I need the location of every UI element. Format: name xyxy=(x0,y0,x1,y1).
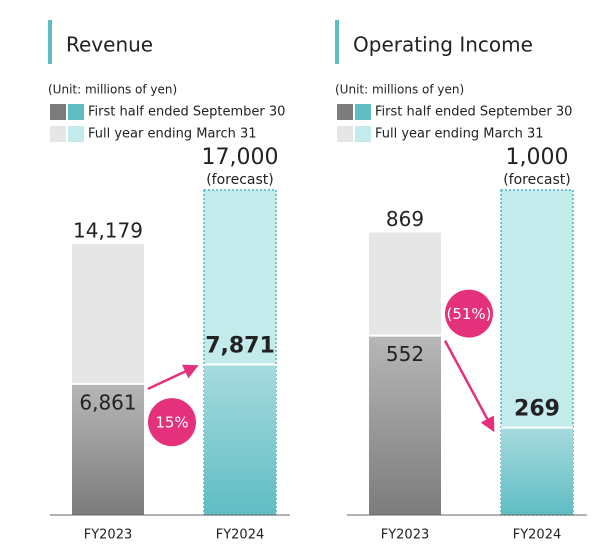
change-label: 15% xyxy=(155,414,188,432)
bar-shade xyxy=(72,383,144,515)
legend-swatch xyxy=(355,126,371,142)
value-label: 14,179 xyxy=(73,218,143,242)
change-arrow xyxy=(443,340,495,433)
value-label: 552 xyxy=(386,342,424,366)
legend-swatch xyxy=(50,104,66,120)
bar-shade xyxy=(204,364,276,515)
annotation: (forecast) xyxy=(206,172,274,188)
chart-title: Operating Income xyxy=(353,33,533,57)
value-label: 6,861 xyxy=(79,390,136,414)
legend-swatch xyxy=(337,104,353,120)
unit-label: (Unit: millions of yen) xyxy=(335,83,464,97)
legend-label: First half ended September 30 xyxy=(88,105,285,120)
x-tick-label: FY2023 xyxy=(84,528,133,543)
change-label: (51%) xyxy=(446,305,491,323)
legend-swatch xyxy=(355,104,371,120)
chart-title: Revenue xyxy=(66,33,153,57)
bar-shade xyxy=(501,427,573,515)
bar-shade xyxy=(369,335,441,515)
value-label: 269 xyxy=(514,397,560,422)
value-label: 17,000 xyxy=(202,145,279,170)
unit-label: (Unit: millions of yen) xyxy=(48,83,177,97)
value-label: 7,871 xyxy=(205,334,275,359)
value-label: 869 xyxy=(386,207,424,231)
legend-swatch xyxy=(68,126,84,142)
legend-swatch xyxy=(68,104,84,120)
change-badge xyxy=(445,289,493,338)
legend-label: Full year ending March 31 xyxy=(88,127,257,142)
legend-label: First half ended September 30 xyxy=(375,105,572,120)
x-tick-label: FY2024 xyxy=(216,528,265,543)
change-badge xyxy=(148,398,196,447)
value-label: 1,000 xyxy=(506,145,569,170)
legend-swatch xyxy=(337,126,353,142)
annotation: (forecast) xyxy=(503,172,571,188)
legend-label: Full year ending March 31 xyxy=(375,127,544,142)
change-arrow xyxy=(147,364,199,390)
x-tick-label: FY2024 xyxy=(513,528,562,543)
x-tick-label: FY2023 xyxy=(381,528,430,543)
legend-swatch xyxy=(50,126,66,142)
